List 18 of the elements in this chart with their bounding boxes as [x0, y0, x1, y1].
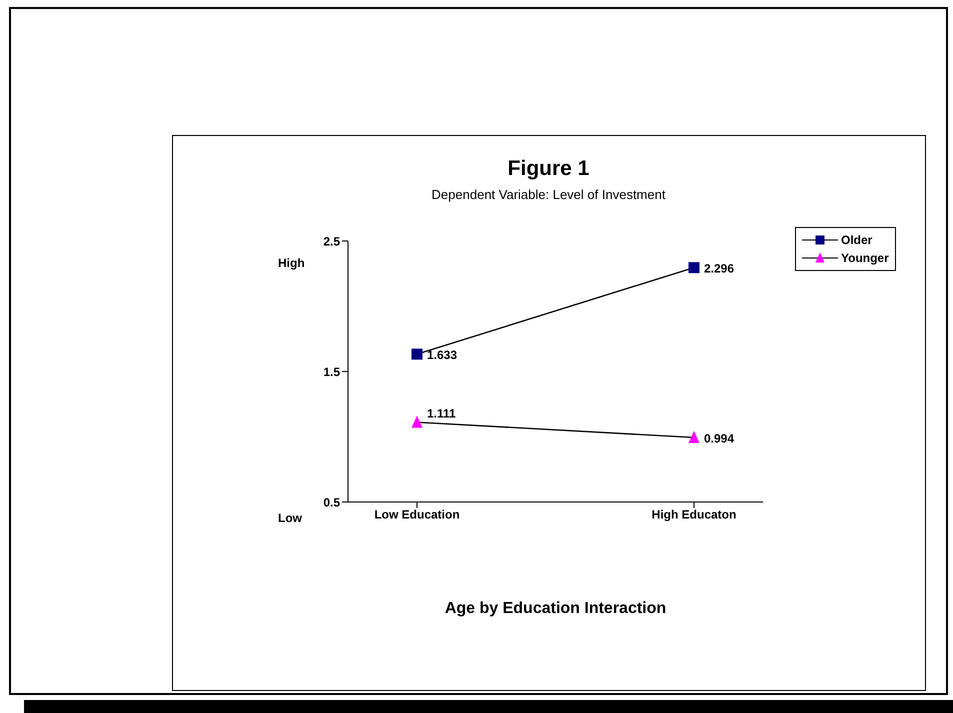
- y-tick-label: 1.5: [323, 364, 340, 379]
- text: Low: [278, 511, 302, 525]
- y-tick-label: 0.5: [323, 495, 340, 510]
- point: [412, 348, 422, 360]
- data-label: 1.633: [427, 348, 458, 362]
- data-label: 1.111: [427, 406, 456, 420]
- x-tick-label: Low Education: [374, 508, 460, 522]
- chart-title: Figure 1: [506, 157, 590, 181]
- x-axis-title: Age by Education Interaction: [444, 600, 668, 618]
- chart-subtitle: Dependent Variable: Level of Investment: [430, 187, 666, 202]
- data-label: 2.296: [704, 262, 734, 276]
- point: [688, 262, 700, 274]
- y-tick-label: 2.5: [323, 234, 340, 248]
- legend-label: Younger: [841, 251, 889, 265]
- text: High: [278, 256, 305, 270]
- data-label: 0.994: [704, 432, 734, 446]
- legend-label: Older: [841, 233, 872, 247]
- x-tick-label: High Educaton: [652, 508, 736, 522]
